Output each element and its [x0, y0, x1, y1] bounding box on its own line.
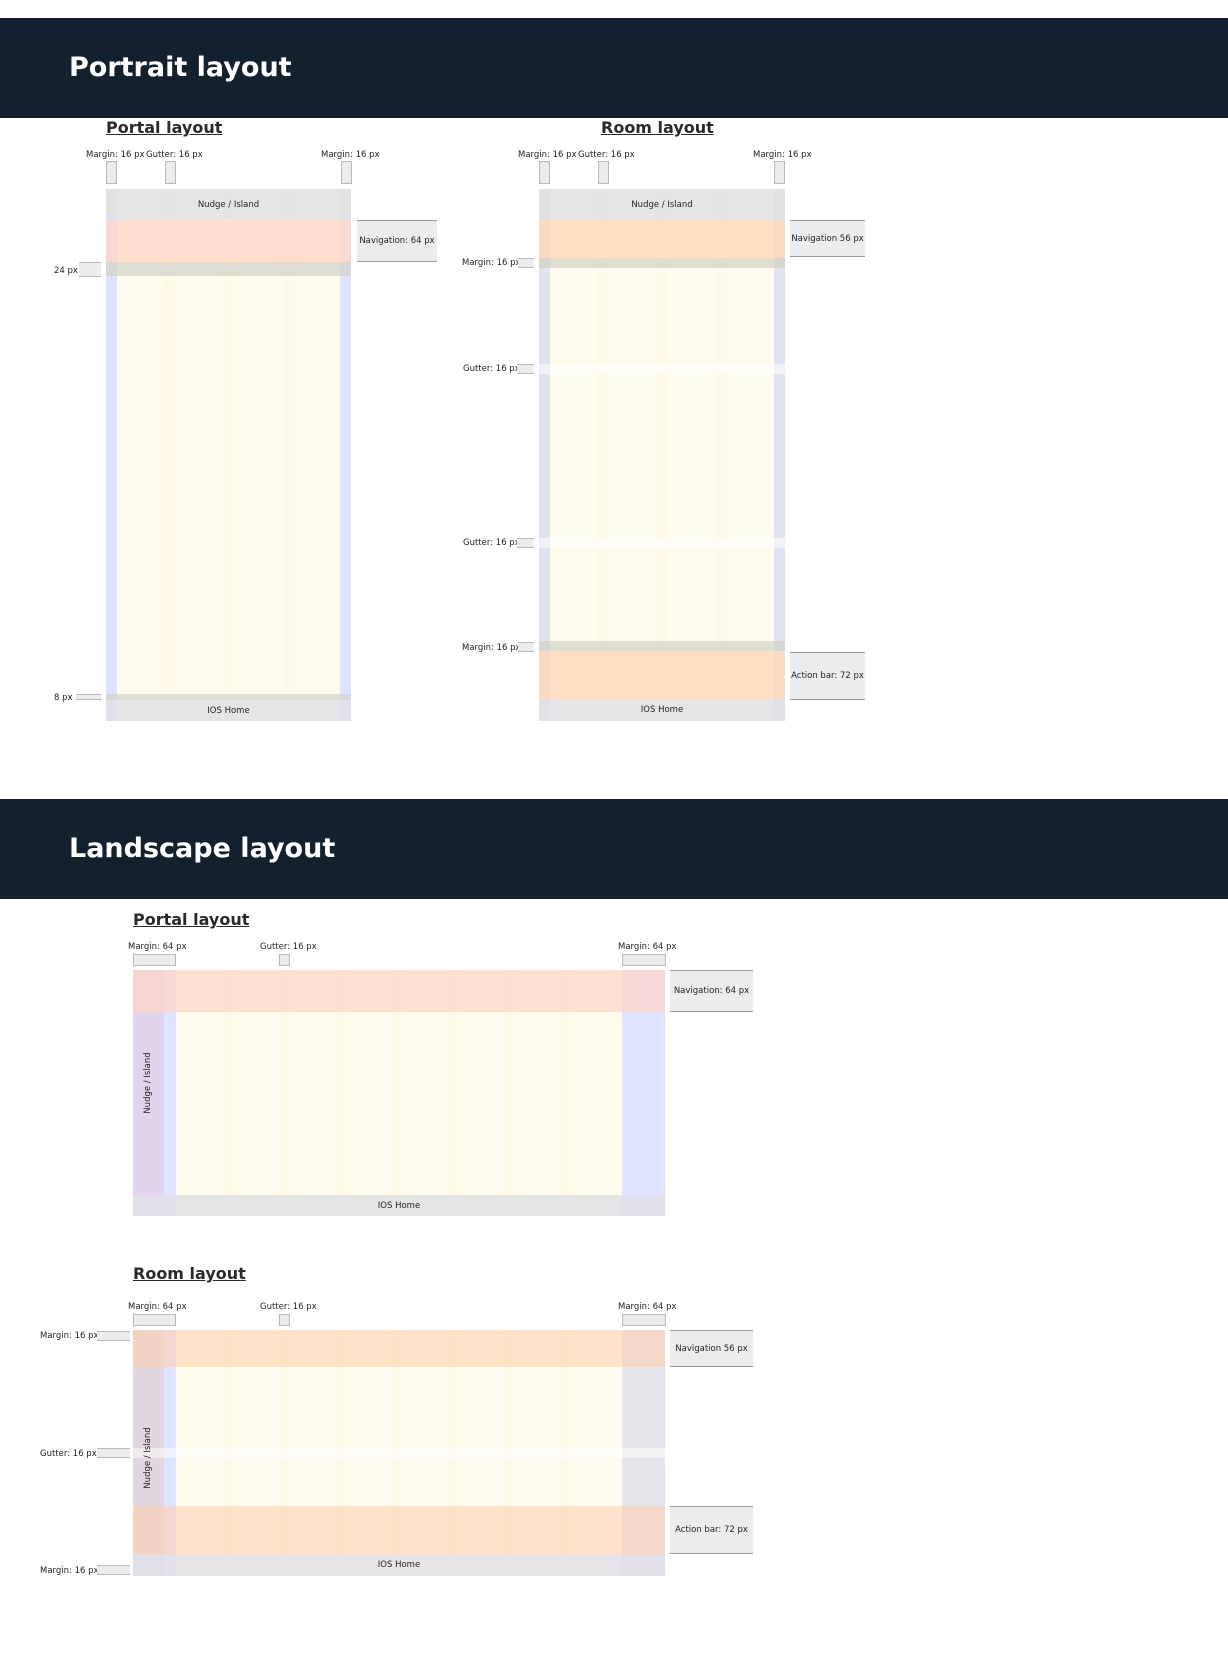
row-margin-band	[539, 258, 785, 268]
side-margin-overlay	[539, 189, 550, 721]
portrait-portal-frame: Nudge / Island IOS Home	[106, 189, 351, 721]
portrait-portal-margin-right-tick	[341, 161, 352, 184]
ios-home-band: IOS Home	[106, 700, 351, 721]
portrait-room-row-margin-bottom-label: Margin: 16 px	[462, 643, 521, 653]
row-gutter-band	[539, 538, 785, 548]
portrait-room-gutter-label: Gutter: 16 px	[578, 150, 635, 160]
portrait-room-title: Room layout	[601, 118, 714, 137]
portrait-room-margin-right-label: Margin: 16 px	[753, 150, 812, 160]
gutter-column	[656, 189, 667, 721]
portrait-portal-spacing-top-tick	[79, 262, 101, 277]
portrait-portal-margin-right-label: Margin: 16 px	[321, 150, 380, 160]
landscape-section-title: Landscape layout	[69, 833, 336, 864]
margin-column	[106, 189, 117, 721]
navigation-band	[133, 1330, 665, 1367]
navigation-band	[106, 220, 351, 262]
landscape-banner: Landscape layout	[0, 799, 1228, 899]
landscape-room-frame: IOS Home Nudge / Island	[133, 1330, 665, 1576]
landscape-room-action-bar-callout: Action bar: 72 px	[670, 1506, 753, 1554]
portrait-room-row-margin-bottom-tick	[518, 642, 534, 652]
landscape-portal-margin-right-tick	[622, 954, 666, 966]
portrait-room-row-gutter-1-label: Gutter: 16 px	[463, 364, 520, 374]
action-bar-band	[539, 651, 785, 699]
gutter-column	[223, 970, 234, 1216]
margin-column	[340, 189, 351, 721]
landscape-room-row-margin-bottom-label: Margin: 16 px	[40, 1566, 99, 1576]
gutter-column	[597, 189, 608, 721]
portrait-room-row-gutter-2-label: Gutter: 16 px	[463, 538, 520, 548]
gutter-column	[163, 189, 174, 721]
gutter-column	[279, 970, 290, 1216]
side-margin-overlay	[774, 189, 785, 721]
portrait-room-frame: Nudge / Island IOS Home	[539, 189, 785, 721]
ios-home-band: IOS Home	[133, 1554, 665, 1576]
landscape-portal-margin-right-label: Margin: 64 px	[618, 942, 677, 952]
portrait-room-row-gutter-2-tick	[517, 538, 534, 548]
gutter-column	[559, 970, 570, 1216]
portrait-portal-gutter-label: Gutter: 16 px	[146, 150, 203, 160]
landscape-room-row-gutter-tick	[97, 1448, 130, 1458]
landscape-room-gutter-label: Gutter: 16 px	[260, 1302, 317, 1312]
portrait-portal-margin-left-tick	[106, 161, 117, 184]
portrait-section-title: Portrait layout	[69, 52, 292, 83]
landscape-room-navigation-callout: Navigation 56 px	[670, 1330, 753, 1367]
gutter-column	[283, 189, 294, 721]
portrait-portal-navigation-callout: Navigation: 64 px	[357, 220, 437, 262]
nudge-island-band: Nudge / Island	[539, 189, 785, 220]
row-gutter-band	[133, 1448, 665, 1458]
portrait-room-navigation-callout: Navigation 56 px	[790, 220, 865, 257]
nudge-island-band: Nudge / Island	[106, 189, 351, 220]
ios-home-band: IOS Home	[539, 699, 785, 721]
landscape-portal-nudge-label: Nudge / Island	[143, 1052, 153, 1114]
ios-home-band: IOS Home	[133, 1195, 665, 1216]
landscape-room-margin-right-label: Margin: 64 px	[618, 1302, 677, 1312]
gutter-column	[447, 970, 458, 1216]
portrait-room-action-bar-callout: Action bar: 72 px	[790, 652, 865, 700]
portrait-banner: Portrait layout	[0, 18, 1228, 118]
portrait-room-row-gutter-1-tick	[517, 364, 534, 374]
landscape-portal-gutter-label: Gutter: 16 px	[260, 942, 317, 952]
landscape-room-row-margin-top-tick	[97, 1331, 130, 1341]
portrait-room-row-margin-top-label: Margin: 16 px	[462, 258, 521, 268]
landscape-room-title: Room layout	[133, 1264, 246, 1283]
landscape-portal-frame: IOS Home Nudge / Island	[133, 970, 665, 1216]
landscape-portal-margin-left-label: Margin: 64 px	[128, 942, 187, 952]
landscape-room-gutter-tick	[279, 1314, 290, 1326]
landscape-portal-gutter-tick	[279, 954, 290, 966]
portrait-room-row-margin-top-tick	[518, 258, 534, 268]
gutter-column	[503, 970, 514, 1216]
portrait-portal-margin-left-label: Margin: 16 px	[86, 150, 145, 160]
landscape-room-row-margin-bottom-tick	[97, 1565, 130, 1575]
landscape-room-nudge-label: Nudge / Island	[143, 1427, 153, 1489]
row-gutter-band	[539, 364, 785, 374]
portrait-room-margin-right-tick	[774, 161, 785, 184]
landscape-room-margin-right-tick	[622, 1314, 666, 1326]
landscape-portal-navigation-callout: Navigation: 64 px	[670, 970, 753, 1012]
spacing-band	[106, 262, 351, 276]
portrait-room-margin-left-label: Margin: 16 px	[518, 150, 577, 160]
portrait-portal-spacing-bottom-label: 8 px	[54, 693, 73, 703]
gutter-column	[391, 970, 402, 1216]
landscape-room-row-gutter-label: Gutter: 16 px	[40, 1449, 97, 1459]
action-bar-band	[133, 1506, 665, 1554]
portrait-portal-spacing-top-label: 24 px	[54, 266, 78, 276]
navigation-band	[539, 220, 785, 258]
navigation-band	[133, 970, 665, 1012]
portrait-room-gutter-tick	[598, 161, 609, 184]
gutter-column	[335, 970, 346, 1216]
portrait-portal-title: Portal layout	[106, 118, 223, 137]
gutter-column	[223, 189, 234, 721]
landscape-portal-margin-left-tick	[133, 954, 176, 966]
landscape-room-row-margin-top-label: Margin: 16 px	[40, 1331, 99, 1341]
row-margin-band	[539, 641, 785, 651]
landscape-portal-title: Portal layout	[133, 910, 250, 929]
bottom-spacing-band	[106, 694, 351, 700]
landscape-room-margin-left-tick	[133, 1314, 176, 1326]
portrait-room-margin-left-tick	[539, 161, 550, 184]
landscape-room-margin-left-label: Margin: 64 px	[128, 1302, 187, 1312]
portrait-portal-spacing-bottom-tick	[76, 694, 101, 700]
portrait-portal-gutter-tick	[165, 161, 176, 184]
gutter-column	[716, 189, 727, 721]
